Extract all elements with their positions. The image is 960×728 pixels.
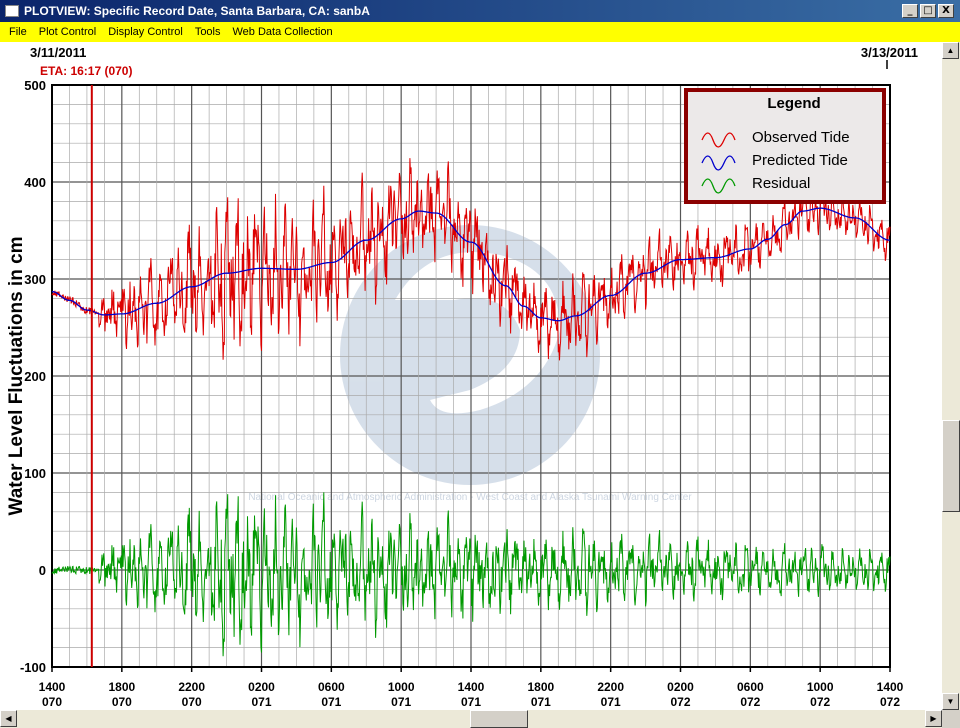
eta-label: ETA: 16:17 (070) xyxy=(40,64,132,78)
menu-web-data-collection[interactable]: Web Data Collection xyxy=(232,26,333,38)
watermark-text: National Oceanic and Atmospheric Adminis… xyxy=(248,492,692,503)
maximize-button[interactable]: □ xyxy=(920,4,936,18)
legend-swatch-residual xyxy=(701,178,736,194)
y-tick-label: 500 xyxy=(24,78,46,93)
x-tick-day-label: 071 xyxy=(531,695,551,709)
menu-file[interactable]: File xyxy=(9,26,27,38)
y-tick-label: 200 xyxy=(24,369,46,384)
triangle-up-icon[interactable]: ▲ xyxy=(942,42,959,59)
legend-entry-predicted: Predicted Tide xyxy=(752,152,848,169)
x-tick-time-label: 1400 xyxy=(39,680,66,694)
legend-entry-residual: Residual xyxy=(752,175,810,192)
x-axis: 1400070180007022000700200071060007110000… xyxy=(39,667,904,709)
vertical-scrollbar[interactable]: ▲ ▼ xyxy=(942,42,960,710)
y-tick-label: 400 xyxy=(24,175,46,190)
x-tick-time-label: 1000 xyxy=(388,680,415,694)
y-tick-label: 100 xyxy=(24,466,46,481)
horizontal-scrollbar[interactable]: ◀ ▶ xyxy=(0,710,942,728)
x-tick-day-label: 070 xyxy=(182,695,202,709)
end-date-label: 3/13/2011 xyxy=(861,45,918,60)
x-tick-time-label: 0600 xyxy=(737,680,764,694)
x-tick-day-label: 070 xyxy=(112,695,132,709)
menu-plot-control[interactable]: Plot Control xyxy=(38,26,97,38)
window-app-icon xyxy=(5,5,19,17)
x-tick-day-label: 071 xyxy=(251,695,271,709)
x-tick-day-label: 071 xyxy=(321,695,341,709)
x-tick-time-label: 0200 xyxy=(248,680,275,694)
y-tick-label: 300 xyxy=(24,272,46,287)
y-axis: 500 400 300 200 100 0 -100 xyxy=(20,78,46,675)
x-tick-time-label: 1400 xyxy=(458,680,485,694)
data-series xyxy=(51,158,891,657)
vertical-scroll-thumb[interactable] xyxy=(942,420,960,512)
close-button[interactable]: X xyxy=(938,4,954,18)
x-tick-day-label: 071 xyxy=(601,695,621,709)
start-date-label: 3/11/2011 xyxy=(30,45,86,60)
scroll-corner xyxy=(942,710,960,728)
x-tick-time-label: 2200 xyxy=(597,680,624,694)
x-tick-day-label: 072 xyxy=(880,695,900,709)
horizontal-scroll-thumb[interactable] xyxy=(470,710,528,728)
residual-series xyxy=(51,492,891,657)
minimize-button[interactable]: _ xyxy=(902,4,918,18)
x-tick-day-label: 070 xyxy=(42,695,62,709)
y-axis-label: Water Level Fluctuations in cm xyxy=(6,236,27,515)
y-tick-label: -100 xyxy=(20,660,46,675)
title-bar: PLOTVIEW: Specific Record Date, Santa Ba… xyxy=(0,0,960,22)
legend-swatch-observed xyxy=(701,132,736,148)
x-tick-time-label: 1400 xyxy=(877,680,904,694)
triangle-down-icon[interactable]: ▼ xyxy=(942,693,959,710)
window-title: PLOTVIEW: Specific Record Date, Santa Ba… xyxy=(24,4,370,18)
legend: Legend Observed Tide Predicted Tide Resi… xyxy=(684,88,886,204)
legend-swatch-predicted xyxy=(701,155,736,171)
legend-entry-observed: Observed Tide xyxy=(752,129,850,146)
predicted-tide-series xyxy=(52,207,890,322)
x-tick-day-label: 072 xyxy=(740,695,760,709)
legend-box xyxy=(684,88,886,204)
y-tick-label: 0 xyxy=(39,563,46,578)
menu-display-control[interactable]: Display Control xyxy=(108,26,183,38)
x-tick-time-label: 1800 xyxy=(108,680,135,694)
x-tick-day-label: 071 xyxy=(461,695,481,709)
x-tick-time-label: 2200 xyxy=(178,680,205,694)
triangle-right-icon[interactable]: ▶ xyxy=(925,710,942,727)
tide-chart: National Oceanic and Atmospheric Adminis… xyxy=(0,42,942,710)
legend-title: Legend xyxy=(767,95,820,112)
x-tick-day-label: 072 xyxy=(810,695,830,709)
x-tick-time-label: 1800 xyxy=(527,680,554,694)
x-tick-time-label: 1000 xyxy=(807,680,834,694)
plot-area: National Oceanic and Atmospheric Adminis… xyxy=(0,42,942,710)
menu-bar: File Plot Control Display Control Tools … xyxy=(0,22,960,42)
x-tick-time-label: 0600 xyxy=(318,680,345,694)
x-tick-day-label: 072 xyxy=(670,695,690,709)
x-tick-day-label: 071 xyxy=(391,695,411,709)
triangle-left-icon[interactable]: ◀ xyxy=(0,710,17,727)
x-tick-time-label: 0200 xyxy=(667,680,694,694)
menu-tools[interactable]: Tools xyxy=(194,26,221,38)
